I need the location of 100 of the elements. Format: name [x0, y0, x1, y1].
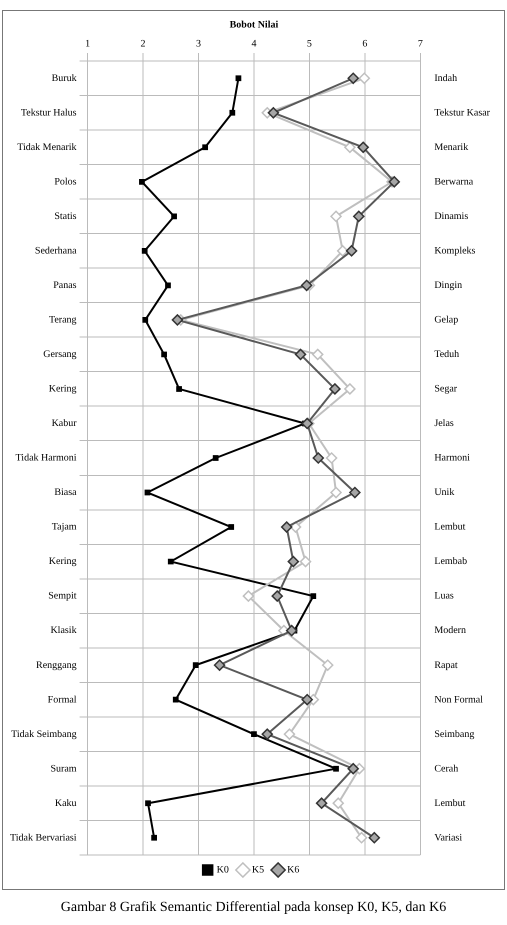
y-tick-label: Tidak Menarik — [17, 142, 77, 153]
point — [228, 524, 234, 530]
y-tick-label: Terang — [48, 314, 77, 326]
point — [214, 659, 226, 671]
point — [142, 248, 148, 254]
y-tick-label: Tekstur Halus — [20, 107, 77, 118]
y-tick-label: Kering — [48, 384, 77, 395]
point — [347, 762, 359, 774]
y2-tick-label: Tekstur Kasar — [434, 107, 491, 118]
point — [161, 352, 167, 358]
y2-tick-label: Lembut — [434, 798, 466, 809]
y2-tick-label: Dinamis — [434, 210, 468, 222]
y-tick-label: Panas — [53, 280, 77, 292]
y-tick-label: Tidak Bervariasi — [10, 832, 77, 844]
point — [322, 659, 334, 671]
y-tick-label: Tidak Seimbang — [11, 728, 77, 740]
y-tick-label: Klasik — [50, 625, 77, 636]
point — [349, 486, 361, 498]
y2-tick-label: Unik — [434, 487, 454, 498]
y-tick-label: Biasa — [54, 487, 78, 498]
point — [268, 107, 280, 119]
point — [336, 245, 348, 257]
legend-label: K5 — [252, 864, 264, 876]
point — [300, 280, 312, 292]
point — [288, 556, 300, 568]
point — [151, 834, 157, 841]
y2-tick-label: Menarik — [434, 142, 468, 153]
point — [139, 178, 145, 185]
point — [145, 800, 151, 806]
y-tick-label: Kering — [48, 556, 77, 568]
x-axis-title: Bobot Nilai — [230, 20, 278, 31]
point — [144, 490, 150, 496]
y-tick-label: Statis — [54, 210, 77, 222]
y2-tick-label: Gelap — [434, 314, 458, 326]
point — [229, 110, 236, 116]
point — [271, 590, 283, 602]
point — [347, 72, 359, 84]
point — [294, 348, 306, 360]
point — [330, 210, 342, 222]
point — [242, 590, 254, 602]
x-tick-label: 6 — [362, 38, 368, 50]
x-tick-label: 3 — [196, 38, 201, 50]
y2-tick-label: Lembab — [434, 556, 468, 568]
point — [358, 72, 370, 84]
point — [368, 832, 380, 844]
point — [192, 662, 199, 668]
point — [329, 383, 341, 395]
y-tick-label: Suram — [50, 763, 77, 774]
x-tick-label: 1 — [85, 38, 90, 50]
point — [356, 832, 368, 844]
point — [344, 142, 356, 154]
y2-tick-label: Dingin — [434, 280, 462, 292]
point — [172, 314, 184, 326]
point — [344, 383, 356, 395]
point — [333, 766, 339, 772]
point — [310, 593, 316, 599]
point — [142, 317, 148, 323]
y2-tick-label: Modern — [434, 625, 466, 636]
y2-tick-label: Indah — [434, 72, 458, 84]
y2-tick-label: Lembut — [434, 522, 466, 533]
point — [300, 556, 312, 568]
y2-tick-label: Cerah — [434, 763, 458, 774]
y2-tick-label: Seimbang — [434, 728, 474, 740]
y-tick-label: Tidak Harmoni — [16, 452, 77, 464]
point — [251, 731, 257, 738]
legend-label: K0 — [216, 864, 229, 876]
y-tick-label: Renggang — [36, 660, 77, 671]
y-tick-label: Kabur — [52, 418, 78, 430]
y-tick-label: Tajam — [52, 522, 77, 533]
x-tick-label: 7 — [418, 38, 423, 50]
y-tick-label: Kaku — [54, 798, 77, 809]
point — [301, 694, 313, 706]
point — [280, 521, 292, 533]
point — [165, 282, 171, 288]
y2-tick-label: Jelas — [434, 418, 454, 430]
point — [284, 728, 296, 740]
point — [202, 144, 208, 150]
point — [172, 696, 179, 703]
point — [346, 245, 358, 257]
y2-tick-label: Non Formal — [434, 694, 484, 706]
y-tick-label: Buruk — [52, 72, 77, 84]
x-tick-label: 5 — [306, 38, 312, 50]
point — [212, 455, 219, 461]
legend-label: K6 — [287, 864, 300, 876]
point — [316, 797, 328, 809]
y2-tick-label: Berwarna — [434, 176, 474, 188]
y2-tick-label: Kompleks — [434, 245, 476, 256]
y2-tick-label: Rapat — [434, 660, 458, 671]
y-tick-label: Gersang — [43, 349, 77, 360]
point — [262, 728, 274, 740]
y-tick-label: Sempit — [48, 590, 77, 602]
point — [357, 142, 369, 154]
point — [330, 486, 342, 498]
y-tick-label: Polos — [54, 176, 77, 188]
text: Gambar 8 Grafik Semantic Differential pada konsep K0, K5, dan K6 — [60, 900, 448, 916]
y-tick-label: Sederhana — [34, 245, 78, 256]
y-tick-label: Formal — [48, 694, 77, 706]
y2-tick-label: Variasi — [434, 832, 462, 844]
y2-tick-label: Luas — [434, 590, 454, 602]
point — [326, 452, 338, 464]
